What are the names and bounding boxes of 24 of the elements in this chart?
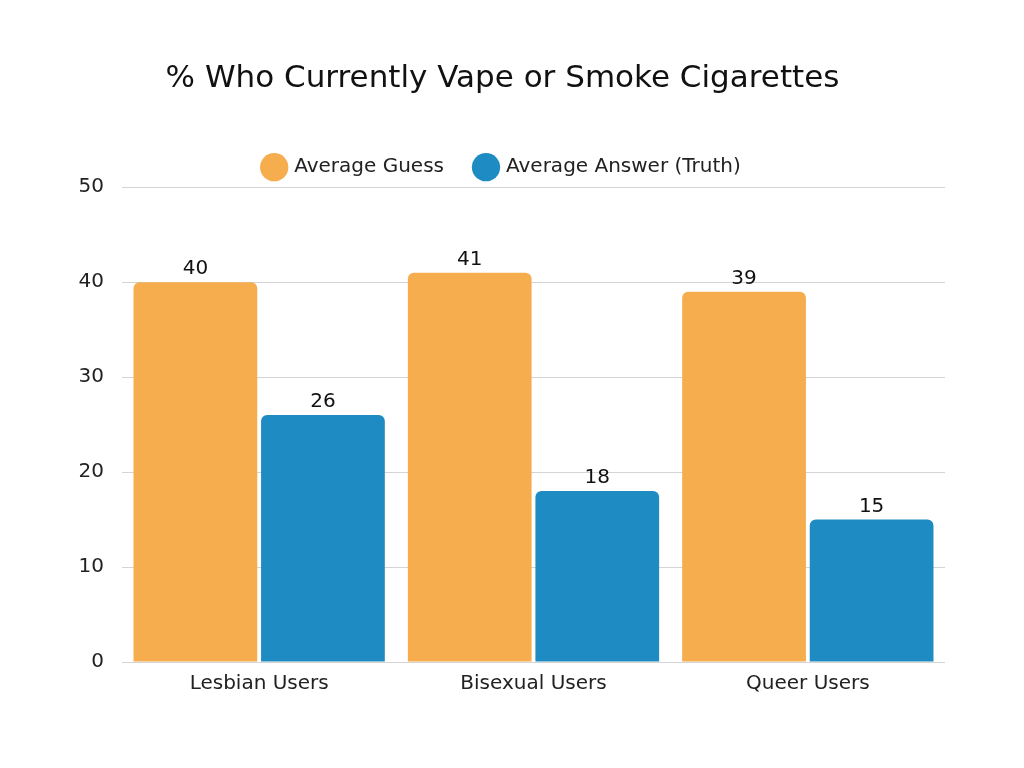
data-label: 15 — [858, 492, 885, 517]
data-label: 26 — [310, 388, 336, 413]
y-tick-label: 20 — [78, 458, 104, 483]
x-tick-label: Bisexual Users — [460, 670, 607, 695]
bar — [682, 291, 806, 662]
bar — [407, 272, 532, 662]
bar — [261, 415, 385, 662]
legend-label: Average Answer (Truth) — [506, 153, 741, 178]
data-label: 39 — [731, 264, 757, 289]
y-tick-label: 10 — [78, 553, 104, 578]
legend-label: Average Guess — [294, 153, 445, 178]
y-tick-label: 0 — [91, 648, 104, 673]
x-tick-label: Lesbian Users — [189, 670, 329, 695]
bar — [133, 282, 258, 662]
data-label: 40 — [182, 255, 209, 280]
bar — [809, 519, 934, 662]
y-tick-label: 30 — [78, 363, 104, 388]
x-tick-label: Queer Users — [746, 670, 870, 695]
data-label: 41 — [456, 245, 483, 270]
bar — [535, 491, 660, 662]
y-tick-label: 50 — [78, 173, 104, 198]
y-tick-label: 40 — [78, 268, 104, 293]
data-label: 18 — [584, 464, 611, 489]
chart-title: % Who Currently Vape or Smoke Cigarettes — [165, 57, 840, 94]
